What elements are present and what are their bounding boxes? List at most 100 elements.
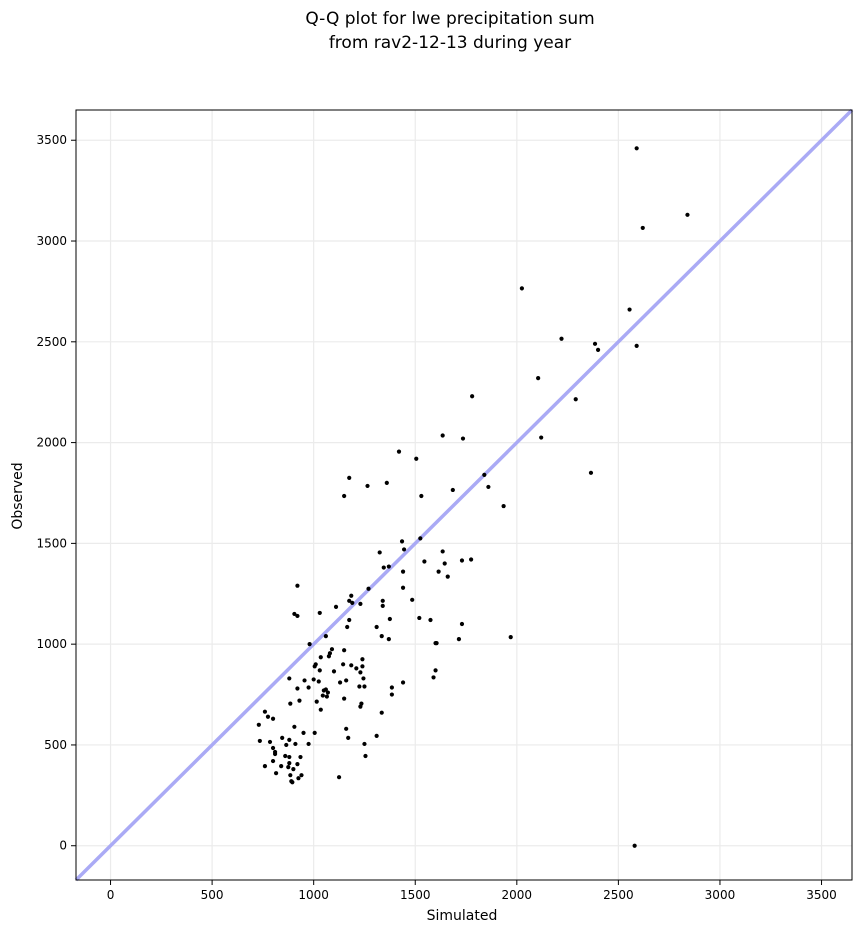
data-point: [358, 670, 363, 675]
data-point: [302, 678, 307, 683]
chart-title-line-1: Q-Q plot for lwe precipitation sum: [305, 9, 594, 29]
x-tick-label: 3000: [705, 888, 736, 902]
data-point: [459, 558, 465, 563]
data-point: [265, 714, 271, 719]
x-tick-label: 2000: [502, 888, 533, 902]
data-point: [374, 733, 379, 738]
data-point: [279, 764, 284, 769]
data-point: [640, 225, 645, 231]
data-point: [284, 742, 289, 748]
data-point: [312, 730, 317, 735]
data-point: [358, 601, 363, 606]
data-point: [386, 564, 391, 569]
data-point: [292, 724, 297, 729]
data-point: [469, 557, 474, 562]
data-point: [433, 668, 438, 673]
data-point: [270, 745, 276, 751]
data-point: [295, 613, 300, 619]
grid-lines: [76, 110, 852, 880]
data-point: [273, 771, 279, 776]
data-point: [314, 699, 319, 704]
data-point: [316, 679, 321, 684]
data-point: [632, 843, 637, 848]
data-point: [350, 600, 355, 605]
data-point: [470, 394, 475, 399]
data-point: [436, 569, 441, 574]
data-point: [288, 773, 293, 778]
x-tick-label: 2500: [603, 888, 634, 902]
data-point: [291, 767, 296, 772]
data-point: [508, 635, 513, 640]
data-point: [536, 375, 541, 381]
data-point: [342, 696, 347, 701]
data-point: [460, 436, 466, 441]
y-tick-label: 3500: [36, 133, 67, 147]
data-point: [627, 307, 632, 312]
y-tick-label: 2500: [36, 335, 67, 349]
data-point: [311, 677, 316, 682]
data-point: [342, 648, 347, 653]
data-point: [318, 707, 323, 712]
data-point: [486, 484, 491, 490]
data-point: [325, 690, 330, 695]
data-point: [379, 710, 384, 715]
data-point: [292, 611, 297, 617]
data-point: [519, 286, 524, 291]
data-point: [295, 686, 300, 691]
data-point: [419, 493, 424, 499]
data-point: [312, 664, 317, 669]
data-point: [501, 503, 506, 509]
data-point: [634, 343, 639, 348]
data-point: [329, 647, 335, 652]
data-point: [417, 615, 422, 621]
x-tick-label: 500: [201, 888, 224, 902]
data-point: [347, 617, 352, 623]
data-point: [360, 657, 365, 662]
data-point: [288, 701, 293, 706]
data-point: [354, 666, 359, 671]
data-point: [287, 760, 292, 766]
x-tick-label: 0: [107, 888, 115, 902]
data-point: [440, 549, 445, 554]
data-point: [396, 449, 402, 454]
data-point: [336, 775, 342, 780]
data-point: [414, 456, 419, 461]
data-point: [410, 597, 415, 602]
data-point: [323, 633, 328, 639]
data-point: [358, 704, 363, 709]
data-point: [342, 493, 347, 499]
x-axis-ticks: 0 500 1000 1500 2000 2500 3000 3500: [107, 880, 837, 902]
data-point: [295, 761, 300, 767]
data-point: [573, 397, 578, 402]
data-point: [357, 684, 362, 689]
y-tick-label: 1000: [36, 637, 67, 651]
data-point: [270, 758, 276, 764]
chart-title-line-2: from rav2-12-13 during year: [329, 33, 571, 53]
data-point: [380, 603, 385, 608]
data-point: [317, 668, 322, 673]
x-tick-label: 3500: [806, 888, 837, 902]
x-axis-label: Simulated: [427, 908, 498, 924]
data-point: [362, 741, 367, 747]
data-point: [349, 663, 354, 668]
data-point: [386, 637, 391, 642]
data-point: [287, 754, 292, 760]
data-point: [326, 654, 332, 659]
data-point: [389, 685, 394, 690]
data-point: [306, 685, 311, 690]
data-point: [262, 709, 268, 714]
data-point: [539, 435, 544, 440]
data-point: [401, 547, 407, 552]
data-point: [307, 642, 312, 647]
data-point: [341, 662, 346, 667]
data-point: [431, 675, 436, 680]
data-point: [298, 754, 303, 760]
data-point: [360, 664, 365, 669]
data-point: [365, 483, 370, 489]
data-point: [377, 550, 382, 555]
data-point: [588, 470, 594, 475]
data-point: [434, 641, 439, 646]
data-point: [337, 680, 343, 685]
y-tick-label: 500: [44, 738, 67, 752]
data-point: [347, 598, 352, 603]
